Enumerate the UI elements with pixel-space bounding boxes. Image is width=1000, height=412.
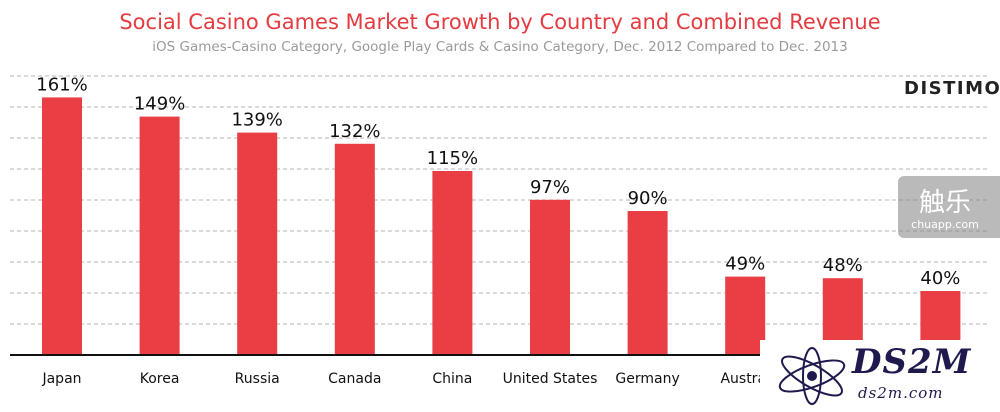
chuapp-watermark-en: chuapp.com	[911, 218, 979, 231]
data-label: 90%	[628, 188, 668, 209]
data-label: 132%	[329, 121, 380, 142]
data-label: 139%	[231, 110, 282, 131]
category-label: United States	[503, 371, 598, 387]
chuapp-watermark-zh: 触乐	[918, 188, 971, 218]
bar	[432, 171, 473, 355]
category-label: Korea	[140, 371, 180, 387]
bar	[139, 116, 180, 355]
distimo-logo: DISTIMO	[904, 78, 1000, 99]
category-label: Austral	[720, 371, 769, 387]
data-label: 48%	[823, 255, 863, 276]
bar	[725, 276, 766, 355]
data-label: 161%	[36, 74, 87, 95]
chart-title: Social Casino Games Market Growth by Cou…	[119, 10, 881, 34]
data-label: 49%	[725, 254, 765, 275]
chuapp-watermark: 触乐 chuapp.com	[898, 176, 1000, 238]
category-label: Russia	[235, 371, 280, 387]
data-label: 40%	[920, 268, 960, 289]
data-label: 97%	[530, 177, 570, 198]
ds2m-watermark: DS2M ds2m.com	[760, 340, 1000, 412]
ds2m-watermark-small: ds2m.com	[858, 384, 944, 402]
bar	[530, 199, 570, 355]
atom-logo-icon	[778, 347, 846, 405]
category-label: Germany	[615, 371, 679, 387]
bar	[42, 97, 82, 356]
category-label: Canada	[328, 371, 381, 387]
category-label: China	[432, 371, 472, 387]
chart-subtitle: iOS Games-Casino Category, Google Play C…	[152, 39, 848, 55]
data-label: 149%	[134, 94, 185, 115]
category-labels: Japan Korea Russia Canada China United States…	[41, 371, 769, 387]
ds2m-watermark-big: DS2M	[852, 342, 972, 382]
bar	[627, 211, 668, 355]
bar	[334, 143, 375, 355]
data-label: 115%	[427, 148, 478, 169]
category-label: Japan	[41, 371, 81, 387]
bar	[237, 132, 278, 355]
data-labels: 161% 149% 139% 132% 115% 97% 90% 49% 48% 40%	[36, 74, 960, 289]
bars	[42, 97, 961, 356]
